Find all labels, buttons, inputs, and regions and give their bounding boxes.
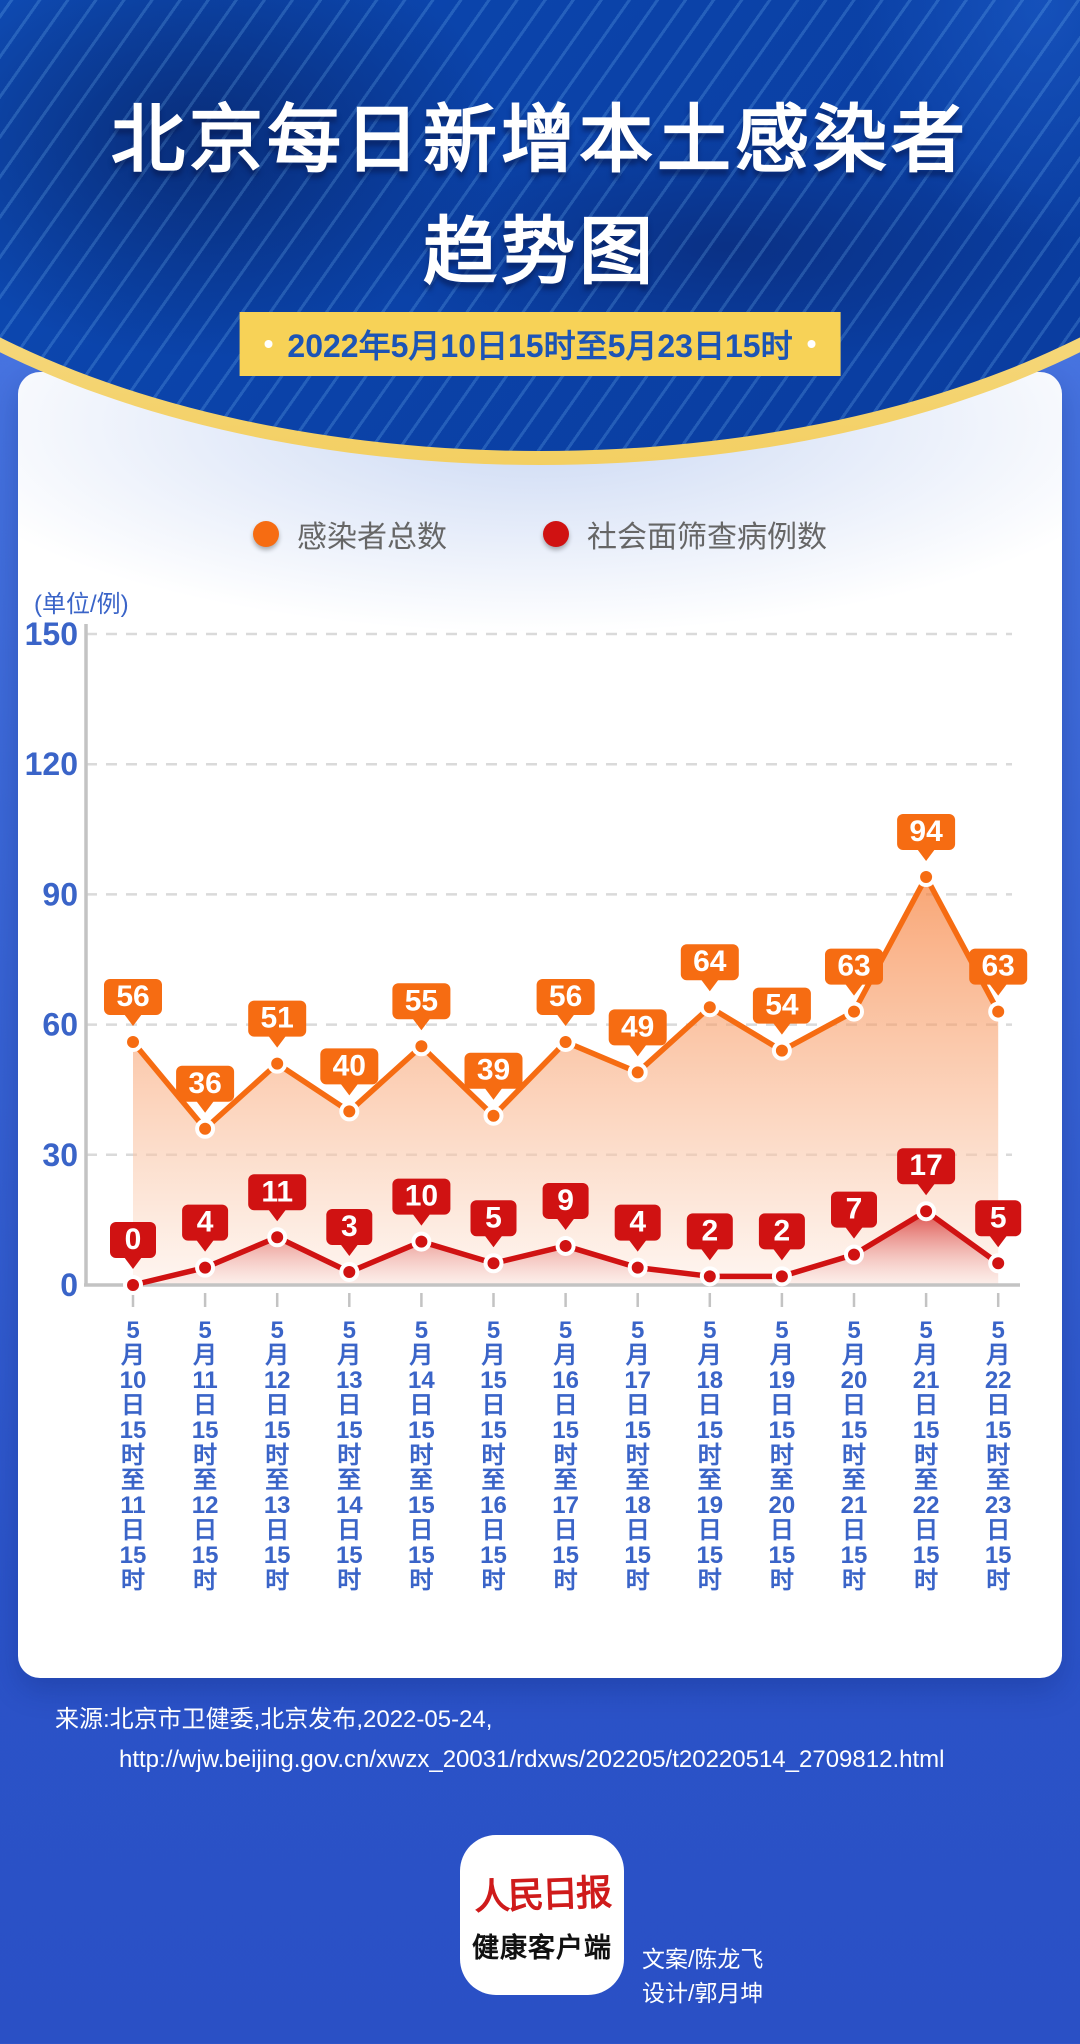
badge-dot-right-icon: • (806, 328, 817, 359)
credit-designer: 设计/郭月坤 (642, 1980, 764, 2006)
credits: 文案/陈龙飞 设计/郭月坤 (642, 1942, 763, 2010)
brand-logo: 人民日报 健康客户端 (460, 1835, 624, 1995)
y-axis-unit-label: (单位/例) (34, 591, 129, 618)
legend-dot-orange-icon (253, 521, 279, 547)
legend-item-community: 社会面筛查病例数 (543, 512, 827, 556)
logo-title: 人民日报 (473, 1871, 611, 1918)
badge-dot-left-icon: • (263, 328, 274, 359)
page-title-line1: 北京每日新增本土感染者 (111, 98, 969, 181)
page-title: 北京每日新增本土感染者 趋势图 (0, 84, 1080, 308)
page-title-line2: 趋势图 (423, 210, 657, 293)
legend-item-total: 感染者总数 (253, 512, 447, 556)
chart-legend: 感染者总数 社会面筛查病例数 (18, 512, 1062, 556)
credit-writer: 文案/陈龙飞 (642, 1946, 764, 1972)
legend-dot-red-icon (543, 521, 569, 547)
content-card (18, 372, 1062, 1678)
date-range-badge: • 2022年5月10日15时至5月23日15时 • (239, 312, 841, 376)
logo-subtitle: 健康客户端 (472, 1932, 612, 1963)
legend-label-community: 社会面筛查病例数 (587, 521, 827, 554)
source-line2: http://wjw.beijing.gov.cn/xwzx_20031/rdx… (119, 1746, 945, 1773)
badge-text: 2022年5月10日15时至5月23日15时 (287, 328, 793, 364)
source-note: 来源:北京市卫健委,北京发布,2022-05-24, http://wjw.be… (55, 1700, 944, 1780)
source-line1: 来源:北京市卫健委,北京发布,2022-05-24, (55, 1706, 493, 1733)
legend-label-total: 感染者总数 (297, 521, 447, 554)
